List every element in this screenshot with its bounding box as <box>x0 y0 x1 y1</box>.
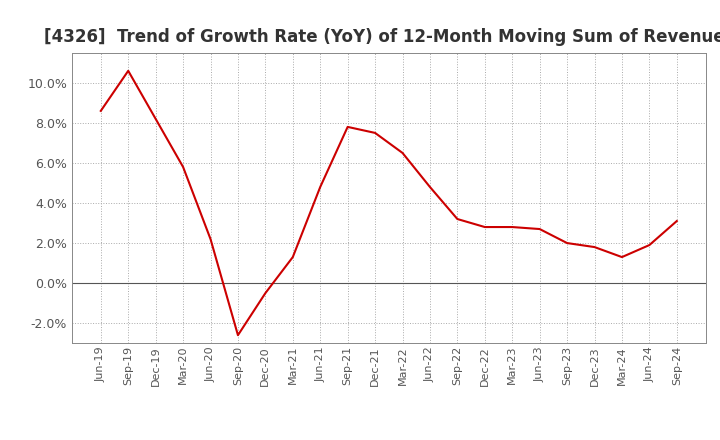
Title: [4326]  Trend of Growth Rate (YoY) of 12-Month Moving Sum of Revenues: [4326] Trend of Growth Rate (YoY) of 12-… <box>43 28 720 46</box>
